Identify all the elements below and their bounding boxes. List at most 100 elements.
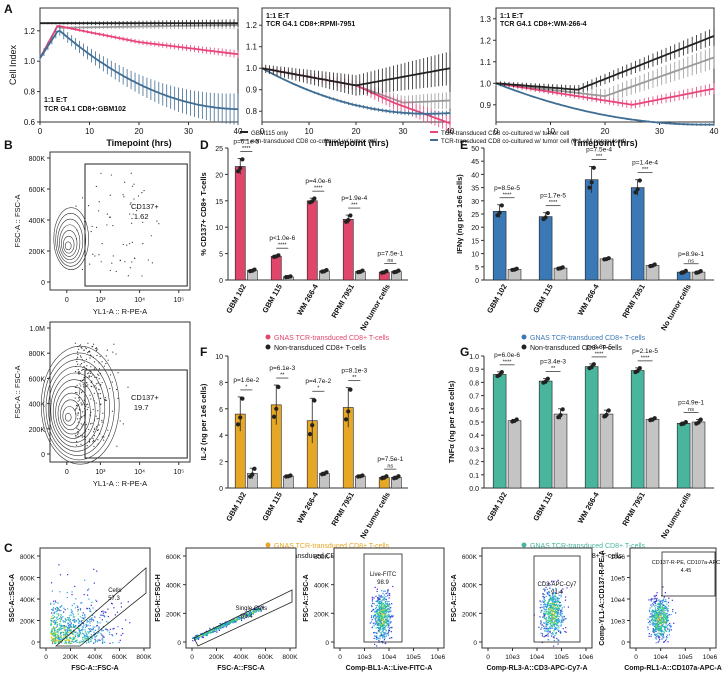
density-event	[385, 635, 387, 637]
density-event	[372, 622, 374, 625]
category-label: GBM 115	[260, 283, 284, 315]
density-event	[214, 629, 216, 632]
y-tick-label: 0	[31, 640, 35, 647]
density-event	[387, 622, 389, 625]
density-event	[217, 626, 219, 628]
gating-plot-frame	[185, 547, 297, 649]
density-event	[650, 598, 652, 601]
facs-plot-frame	[49, 151, 191, 291]
density-event	[120, 602, 122, 604]
density-event	[384, 610, 387, 612]
event-dot	[79, 409, 81, 411]
density-event	[77, 632, 79, 634]
density-event	[376, 609, 378, 611]
density-event	[670, 626, 672, 628]
density-event	[222, 626, 224, 628]
y-tick-label: 2	[219, 460, 223, 467]
density-event	[658, 627, 661, 630]
event-dot	[101, 361, 103, 363]
density-event	[549, 611, 551, 614]
event-dot	[90, 398, 92, 400]
density-event	[388, 610, 390, 612]
event-dot	[92, 346, 94, 348]
density-event	[548, 609, 550, 611]
density-event	[84, 631, 86, 633]
density-event	[369, 622, 371, 624]
event-dot	[74, 397, 76, 399]
density-event	[72, 625, 75, 628]
event-dot	[98, 201, 100, 203]
event-dot	[83, 368, 85, 371]
density-event	[551, 599, 553, 601]
event-dot	[93, 435, 96, 437]
event-dot	[83, 407, 86, 409]
density-event	[106, 620, 108, 623]
density-event	[378, 628, 381, 630]
density-event	[64, 634, 66, 636]
density-event	[101, 638, 103, 640]
density-event	[559, 613, 561, 615]
density-event	[50, 639, 52, 642]
density-event	[66, 637, 68, 639]
density-event	[383, 598, 385, 600]
density-event	[652, 609, 655, 612]
y-tick-label: 6	[219, 407, 223, 414]
density-event	[96, 621, 98, 623]
density-event	[52, 629, 54, 631]
density-event	[552, 611, 554, 613]
density-event	[383, 636, 385, 638]
density-event	[80, 621, 82, 623]
density-event	[380, 621, 382, 623]
density-event	[382, 637, 384, 639]
density-event	[664, 640, 667, 642]
p-value-label: p=4.0e-6	[305, 178, 331, 185]
x-tick-label: 600K	[112, 654, 128, 661]
x-axis-label: Timepoint (hrs)	[106, 138, 171, 148]
event-dot	[97, 439, 99, 441]
density-event	[59, 619, 61, 621]
density-event	[661, 616, 663, 618]
density-event	[61, 638, 63, 640]
density-event	[658, 612, 660, 614]
density-event	[664, 622, 666, 624]
density-event	[69, 619, 72, 621]
density-event	[665, 616, 667, 618]
density-event	[386, 609, 388, 611]
density-event	[55, 621, 57, 623]
density-event	[51, 616, 53, 618]
density-event	[52, 627, 55, 629]
density-event	[661, 621, 663, 623]
density-event	[383, 605, 385, 607]
density-event	[371, 626, 374, 628]
density-event	[213, 626, 215, 629]
density-event	[649, 610, 651, 613]
density-event	[51, 608, 53, 611]
density-event	[91, 619, 93, 621]
density-event	[545, 621, 547, 623]
density-event	[67, 623, 69, 625]
density-event	[385, 601, 387, 603]
event-dot	[77, 400, 79, 402]
density-event	[215, 628, 217, 630]
density-event	[107, 630, 109, 632]
density-event	[385, 622, 387, 624]
density-event	[53, 600, 55, 602]
density-event	[373, 632, 375, 634]
density-event	[378, 630, 381, 632]
replicate-point	[543, 379, 548, 384]
density-event	[80, 620, 82, 622]
density-event	[545, 627, 547, 630]
event-dot	[80, 347, 82, 349]
density-event	[661, 620, 663, 622]
density-event	[557, 600, 559, 602]
density-event	[651, 603, 654, 605]
live-gate	[363, 553, 403, 643]
density-event	[649, 616, 651, 618]
density-event	[548, 598, 550, 601]
density-event	[554, 600, 556, 603]
density-event	[236, 619, 238, 621]
density-event	[67, 608, 69, 610]
density-event	[655, 626, 658, 628]
density-event	[552, 604, 554, 606]
density-event	[649, 623, 651, 626]
